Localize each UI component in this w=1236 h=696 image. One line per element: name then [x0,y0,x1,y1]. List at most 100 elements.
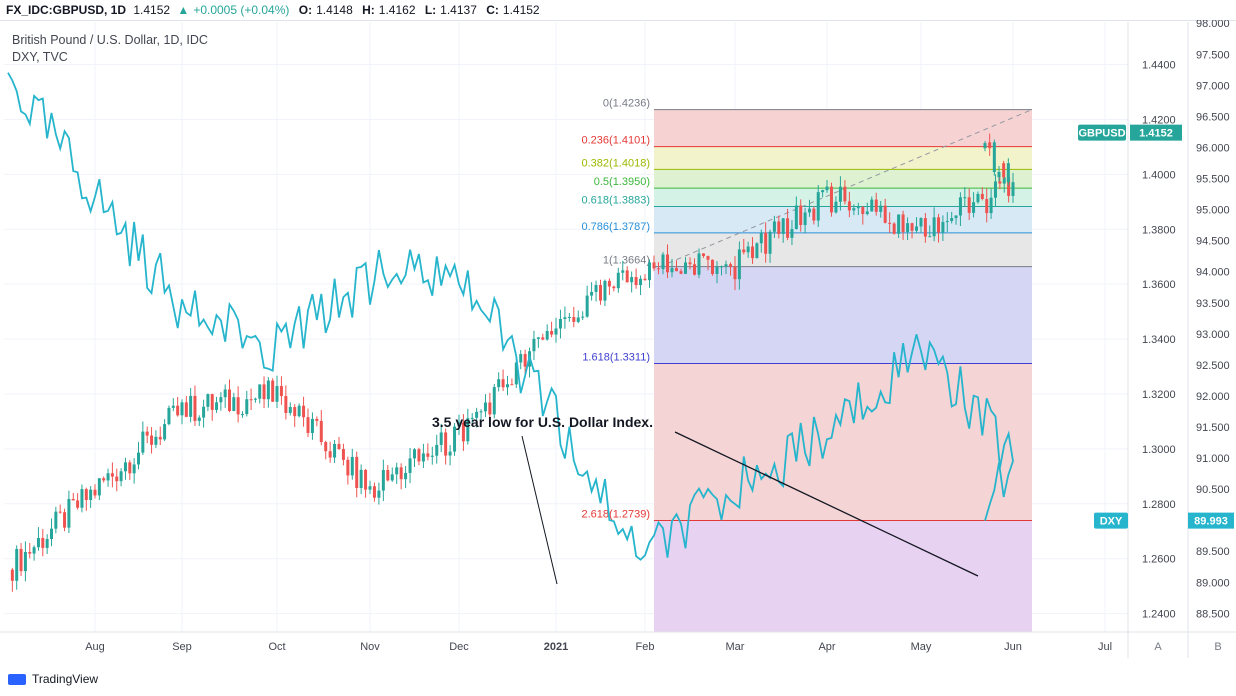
candle [856,207,860,209]
candle [786,218,790,238]
candle [625,270,629,283]
candle [167,407,171,425]
candle [461,422,465,442]
candle [421,453,425,462]
candle [816,192,820,221]
candle [729,264,732,267]
candle [992,142,996,172]
candle [119,471,123,482]
candle [36,538,40,548]
candle [724,264,728,267]
annotation-trend-line[interactable] [674,431,979,577]
candle [879,205,883,212]
candle [106,473,110,481]
candle [28,552,32,554]
candle [245,399,249,415]
legend-series-dxy[interactable]: DXY, TVC [12,50,68,64]
candle [985,198,989,214]
x-tick-label: Mar [726,641,745,653]
candle [919,218,923,227]
scale-button-b: B [1214,641,1221,653]
candle [470,417,474,419]
candle [967,197,971,213]
candle [41,538,45,548]
candle [210,394,214,410]
y-right-tick-label: 89.500 [1196,546,1230,558]
candle [711,259,714,274]
candle [202,406,206,418]
annotation-line-low[interactable] [521,435,558,585]
candle [390,474,394,481]
y-right-tick-label: 92.500 [1196,360,1230,372]
price-chart[interactable]: 0(1.4236) 0.236(1.4101) 0.382(1.4018) 0.5(1… [0,20,1236,668]
candle [150,435,154,445]
candle [950,218,954,222]
y-left-tick-label: 1.3000 [1142,444,1176,456]
candle [1006,163,1010,183]
candle [777,221,781,234]
candle [76,500,80,508]
candle [306,417,310,433]
candle [271,380,275,402]
legend-series-gbpusd[interactable]: British Pound / U.S. Dollar, 1D, IDC [12,33,208,47]
candle [897,214,901,234]
candle [937,217,941,233]
candle [45,539,49,548]
x-tick-label: Apr [818,641,835,653]
candle [399,467,403,480]
fib-label-1.618: 1.618(1.3311) [582,352,650,364]
candle [284,396,288,413]
candle [80,489,84,508]
candle [123,462,127,472]
symbol-name[interactable]: FX_IDC:GBPUSD, 1D [6,3,127,17]
low-label: L: [424,3,437,17]
candle [536,337,540,339]
candle [519,354,523,363]
y-left-tick-label: 1.2800 [1142,499,1176,511]
fib-label-1: 1(1.3664) [603,255,650,267]
candle [768,231,772,254]
candle [751,246,755,259]
candle [115,476,119,482]
candle [93,489,97,496]
candle [572,317,576,322]
candle [67,499,71,528]
candle [972,202,976,213]
candle [759,232,763,244]
fib-zone-0.236 [654,146,1032,170]
candle [643,278,647,281]
tradingview-logo[interactable]: TradingView [8,672,98,686]
candle [812,208,816,221]
candle [176,405,180,416]
dxy-series-line[interactable] [7,72,1014,561]
last-price: 1.4152 [133,3,171,17]
candle [279,386,283,397]
candle [32,547,36,554]
candle [439,432,443,445]
candle [240,414,244,416]
candle [554,328,558,335]
candle [790,229,794,238]
candle [328,451,332,458]
candle [206,394,210,407]
candle [475,411,479,418]
candle [883,205,887,223]
y-right-tick-label: 91.500 [1196,422,1230,434]
candle [563,317,567,319]
candle [145,431,149,436]
x-tick-label: Nov [360,641,380,653]
candle [888,222,892,224]
candle [666,254,669,273]
candle [928,236,932,238]
candle [258,384,262,399]
candle [497,379,501,388]
candle [128,462,132,474]
gbpusd-name-chip[interactable] [1078,124,1126,141]
dxy-name-chip[interactable] [1094,512,1128,529]
candle [532,338,536,352]
candle [720,266,723,268]
candle [89,489,93,501]
y-right-tick-label: 93.500 [1196,298,1230,310]
candle [697,253,701,275]
close-value: 1.4152 [502,3,540,17]
